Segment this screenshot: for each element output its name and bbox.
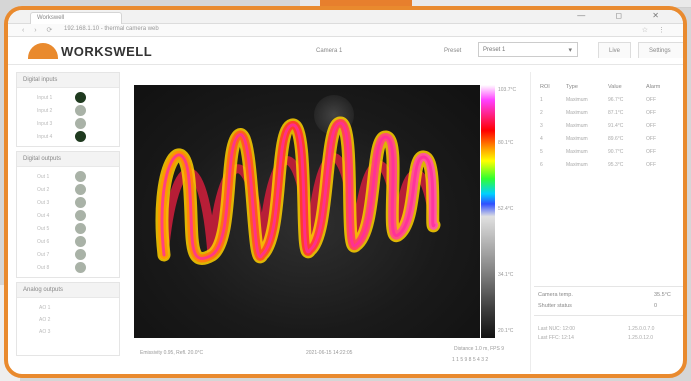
table-row[interactable]: 1 Maximum 96.7°C OFF (540, 96, 656, 103)
column-divider (530, 72, 531, 372)
preset-select[interactable]: Preset 1 ▾ (478, 42, 578, 57)
summary-label-1: Camera temp. (538, 292, 573, 298)
status-right-secondary: 1 1 5 9 8 5 4 3 2 (452, 357, 489, 363)
info-line2-right: 1.25.0.12.0 (628, 335, 654, 341)
digital-input-row: Input 1 (17, 91, 119, 104)
led-off-icon (75, 223, 86, 234)
status-right: Distance 1.0 m, FPS 9 (454, 346, 505, 352)
preset-label: Preset (444, 48, 462, 54)
palette-max-value: 103.7°C (498, 87, 517, 93)
background-orange-tab (320, 0, 412, 8)
camera-summary: Camera temp. 35.5°C Shutter status 0 (534, 286, 683, 316)
browser-tab[interactable]: Workswell (30, 12, 122, 24)
analog-output-row: AO 1 (39, 305, 51, 311)
info-line2-left: Last FFC: 12:14 (538, 335, 574, 341)
table-row[interactable]: 6 Maximum 95.3°C OFF (540, 161, 656, 168)
table-header-row: ROI Type Value Alarm (540, 83, 661, 90)
digital-input-row: Input 4 (17, 130, 119, 143)
palette-mid-low-value: 34.1°C (498, 272, 514, 278)
digital-inputs-panel: Digital inputs Input 1 Input 2 Input 3 I… (16, 72, 120, 147)
table-row[interactable]: 3 Maximum 91.4°C OFF (540, 122, 656, 129)
table-row[interactable]: 4 Maximum 89.6°C OFF (540, 135, 656, 142)
measurements-table: ROI Type Value Alarm 1 Maximum 96.7°C OFF 2… (538, 80, 683, 171)
digital-outputs-title: Digital outputs (17, 152, 119, 167)
palette-mid-high-value: 80.1°C (498, 140, 514, 146)
summary-label-2: Shutter status (538, 303, 572, 309)
nav-arrows-icon[interactable]: ‹ › ⟳ (22, 27, 57, 34)
led-off-icon (75, 171, 86, 182)
status-timestamp: 2021-06-15 14:22:05 (306, 350, 353, 356)
workswell-logo: WORKSWELL (28, 43, 152, 59)
table-row[interactable]: 5 Maximum 90.7°C OFF (540, 148, 656, 155)
led-off-icon (75, 236, 86, 247)
io-sidebar: Digital inputs Input 1 Input 2 Input 3 I… (16, 72, 120, 372)
info-line1-right: 1.25.0.0.7.0 (628, 326, 655, 332)
camera-name: Camera 1 (316, 48, 343, 54)
temperature-palette-bar (481, 85, 495, 338)
digital-output-row[interactable]: Out 6 (17, 235, 119, 248)
digital-output-row[interactable]: Out 3 (17, 196, 119, 209)
status-left: Emissivity 0.95, Refl. 20.0°C (140, 350, 204, 356)
logo-text: WORKSWELL (61, 43, 153, 59)
led-on-icon (75, 92, 86, 103)
digital-inputs-title: Digital inputs (17, 73, 119, 88)
led-off-icon (75, 249, 86, 260)
logo-mark-icon (28, 43, 58, 59)
analog-output-row: AO 3 (39, 329, 51, 335)
led-off-icon (75, 262, 86, 273)
window-controls[interactable]: — ◻ ✕ (577, 11, 673, 20)
table-row[interactable]: 2 Maximum 87.1°C OFF (540, 109, 656, 116)
digital-output-row[interactable]: Out 8 (17, 261, 119, 274)
digital-output-row[interactable]: Out 1 (17, 170, 119, 183)
camera-info: Last NUC: 12:00 1.25.0.0.7.0 Last FFC: 1… (534, 324, 683, 346)
led-off-icon (75, 184, 86, 195)
led-on-icon (75, 131, 86, 142)
heated-coil-image (155, 116, 441, 265)
led-off-icon (75, 118, 86, 129)
address-bar: ‹ › ⟳ 192.168.1.10 - thermal camera web … (8, 24, 683, 37)
analog-outputs-title: Analog outputs (17, 283, 119, 298)
led-off-icon (75, 197, 86, 208)
palette-min-value: 20.1°C (498, 328, 514, 334)
digital-output-row[interactable]: Out 7 (17, 248, 119, 261)
chevron-down-icon: ▾ (568, 47, 572, 54)
app-header: WORKSWELL Camera 1 Preset Preset 1 ▾ Liv… (8, 37, 683, 65)
digital-output-row[interactable]: Out 4 (17, 209, 119, 222)
thermal-image[interactable] (134, 85, 480, 338)
digital-input-row: Input 2 (17, 104, 119, 117)
led-off-icon (75, 210, 86, 221)
browser-titlebar: Workswell — ◻ ✕ (8, 10, 683, 24)
info-line1-left: Last NUC: 12:00 (538, 326, 575, 332)
preset-select-value: Preset 1 (483, 47, 506, 53)
browser-window: Workswell — ◻ ✕ ‹ › ⟳ 192.168.1.10 - the… (4, 6, 687, 378)
digital-output-row[interactable]: Out 2 (17, 183, 119, 196)
digital-output-row[interactable]: Out 5 (17, 222, 119, 235)
analog-output-row: AO 2 (39, 317, 51, 323)
summary-value-2: 0 (654, 303, 658, 309)
tab-settings[interactable]: Settings (638, 42, 683, 58)
url-field[interactable]: 192.168.1.10 - thermal camera web (64, 26, 159, 32)
summary-value-1: 35.5°C (654, 292, 671, 298)
tab-live[interactable]: Live (598, 42, 632, 58)
analog-outputs-panel: Analog outputs AO 1 AO 2 AO 3 (16, 282, 120, 356)
palette-mid-value: 52.4°C (498, 206, 514, 212)
image-status-bar: Emissivity 0.95, Refl. 20.0°C 2021-06-15… (134, 344, 534, 368)
digital-outputs-panel: Digital outputs Out 1 Out 2 Out 3 Out 4 … (16, 151, 120, 278)
led-off-icon (75, 105, 86, 116)
digital-input-row: Input 3 (17, 117, 119, 130)
bookmark-star-icon[interactable]: ☆ ⋮ (641, 27, 669, 34)
